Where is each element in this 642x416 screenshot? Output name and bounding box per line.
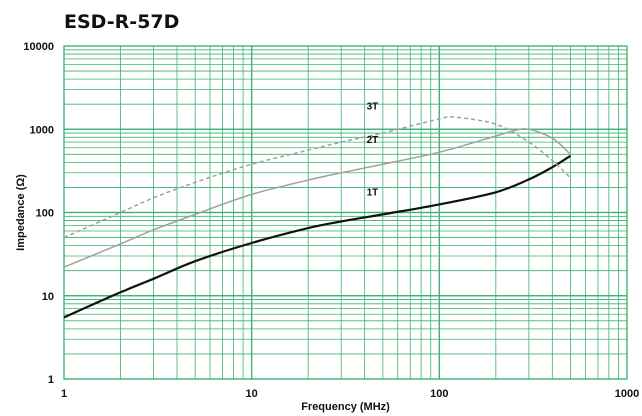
y-tick-label: 10	[42, 291, 54, 303]
y-tick-labels: 1 10 100 1000 10000	[23, 41, 54, 386]
x-tick-label: 10	[246, 388, 258, 400]
y-axis-label: Impedance (Ω)	[15, 174, 27, 251]
series-label-1t: 1T	[367, 188, 379, 199]
series-lines	[63, 115, 572, 319]
y-tick-label: 1000	[30, 124, 54, 136]
series-label-3t: 3T	[367, 102, 379, 113]
series-line-3t	[63, 115, 572, 239]
x-tick-label: 1000	[615, 388, 639, 400]
plot-frame	[63, 45, 628, 380]
x-tick-label: 100	[430, 388, 448, 400]
series-labels: 1T 2T 3T	[367, 102, 379, 199]
x-tick-label: 1	[61, 388, 67, 400]
grid	[63, 45, 628, 380]
series-label-2t: 2T	[367, 135, 379, 146]
y-tick-label: 10000	[23, 41, 54, 53]
x-tick-labels: 1 10 100 1000	[61, 388, 639, 400]
x-axis-label: Frequency (MHz)	[301, 401, 390, 413]
series-line-1t	[63, 154, 572, 319]
y-tick-label: 1	[48, 374, 54, 386]
chart-title: ESD-R-57D	[64, 11, 179, 33]
y-tick-label: 100	[36, 208, 54, 220]
series-line-2t	[63, 128, 572, 268]
